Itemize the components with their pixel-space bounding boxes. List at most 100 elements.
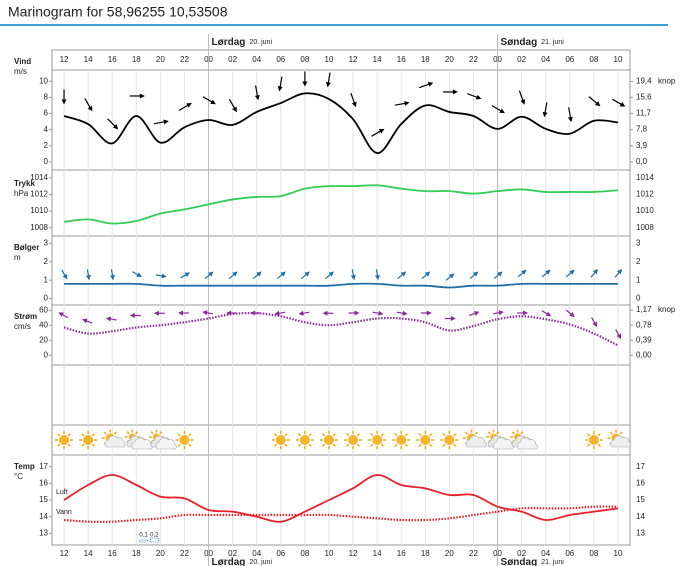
arrow-head (499, 108, 505, 114)
y2-tick-label: 15 (636, 495, 645, 504)
sun-ray (442, 443, 446, 447)
sun-ray (586, 443, 591, 447)
sun-ray (91, 443, 96, 447)
arrow-head (277, 86, 283, 92)
direction-arrow (322, 310, 334, 316)
direction-arrow (85, 269, 91, 281)
x-tick-label: 18 (421, 549, 430, 558)
sun-ray (177, 433, 181, 437)
direction-arrow (445, 273, 455, 281)
sun-ray (284, 433, 288, 437)
x-tick-label: 18 (132, 55, 141, 64)
y2-tick-label: 14 (636, 512, 645, 521)
y-tick-label: 20 (39, 335, 48, 344)
sun (396, 435, 407, 445)
y-tick-label: 2 (44, 257, 49, 266)
day-name: Lørdag (212, 557, 246, 566)
sun (179, 435, 190, 445)
precipitation-label: 0,1 (139, 533, 148, 539)
arrow-head (161, 273, 167, 279)
weather-icon (175, 431, 194, 449)
x-tick-label: 16 (108, 55, 117, 64)
arrow-head (427, 81, 434, 87)
sun-ray (511, 431, 515, 435)
arrow-head (592, 321, 598, 328)
arrow-head (400, 271, 407, 277)
sun-ray (284, 443, 288, 447)
sun-ray (394, 433, 398, 437)
sun-ray (188, 443, 192, 447)
cloud (155, 437, 177, 450)
arrow-head (184, 272, 191, 278)
panel-unit: m (14, 253, 21, 262)
x-tick-label: 06 (565, 549, 574, 558)
sun-ray (159, 431, 163, 435)
x-tick-label: 10 (614, 55, 623, 64)
sun (275, 435, 286, 445)
y-tick-label: 16 (39, 478, 48, 487)
x-tick-label: 02 (228, 549, 237, 558)
direction-arrow (180, 272, 191, 279)
legend-label: Vann (56, 509, 72, 516)
arrow-head (62, 273, 68, 280)
y-tick-label: 0 (44, 157, 49, 166)
sun-ray (418, 443, 422, 447)
sun-ray (81, 433, 85, 437)
cloud (610, 435, 632, 448)
x-tick-label: 08 (300, 549, 309, 558)
x-tick-label: 02 (517, 549, 526, 558)
weather-icon (319, 431, 338, 449)
weather-icon (607, 429, 632, 448)
sun (323, 435, 334, 445)
arrow-head (617, 268, 623, 275)
sun-ray (487, 431, 491, 435)
y2-tick-label: 0,00 (636, 350, 652, 359)
y-tick-label: 14 (39, 512, 48, 521)
y-tick-label: 1014 (30, 173, 48, 182)
weather-icon (510, 429, 538, 450)
y-tick-label: 10 (39, 76, 48, 85)
y2-tick-label: 0,78 (636, 320, 652, 329)
panel-unit: hPa (14, 189, 29, 198)
weather-icon (368, 431, 387, 449)
direction-arrow (274, 310, 286, 316)
arrow-head (426, 310, 432, 316)
direction-arrow (202, 96, 216, 105)
y2-tick-label: 1 (636, 275, 641, 284)
arrow-head (351, 101, 357, 108)
direction-arrow (254, 85, 260, 101)
arrow-head (592, 268, 599, 275)
arrow-head (254, 94, 260, 101)
y2-tick-label: 16 (636, 478, 645, 487)
sun-ray (297, 443, 302, 447)
direction-arrow (590, 268, 599, 278)
direction-arrow (517, 310, 529, 316)
arrow-head (202, 310, 208, 316)
x-tick-label: 04 (541, 549, 550, 558)
x-tick-label: 08 (300, 55, 309, 64)
sun-ray (57, 433, 61, 437)
y2-unit: knop (658, 305, 676, 314)
arrow-head (497, 271, 503, 277)
direction-arrow (228, 98, 237, 113)
y-tick-label: 1012 (30, 190, 48, 199)
sun-ray (126, 431, 130, 435)
direction-arrow (614, 268, 623, 278)
arrow-head (136, 272, 142, 278)
x-tick-label: 14 (373, 55, 382, 64)
sun-ray (322, 433, 326, 437)
y2-tick-label: 17 (636, 462, 645, 471)
cloud (516, 437, 538, 450)
arrow-head (402, 310, 408, 316)
y-tick-label: 60 (39, 305, 48, 314)
y2-tick-label: 13 (636, 528, 645, 537)
arrow-head (58, 312, 64, 317)
sun-ray (453, 443, 457, 447)
sun-ray (81, 443, 85, 447)
x-tick-label: 12 (349, 55, 358, 64)
direction-arrow (132, 271, 142, 278)
y2-tick-label: 1014 (636, 173, 654, 182)
arrow-head (452, 89, 458, 95)
y-tick-label: 1 (44, 275, 49, 284)
